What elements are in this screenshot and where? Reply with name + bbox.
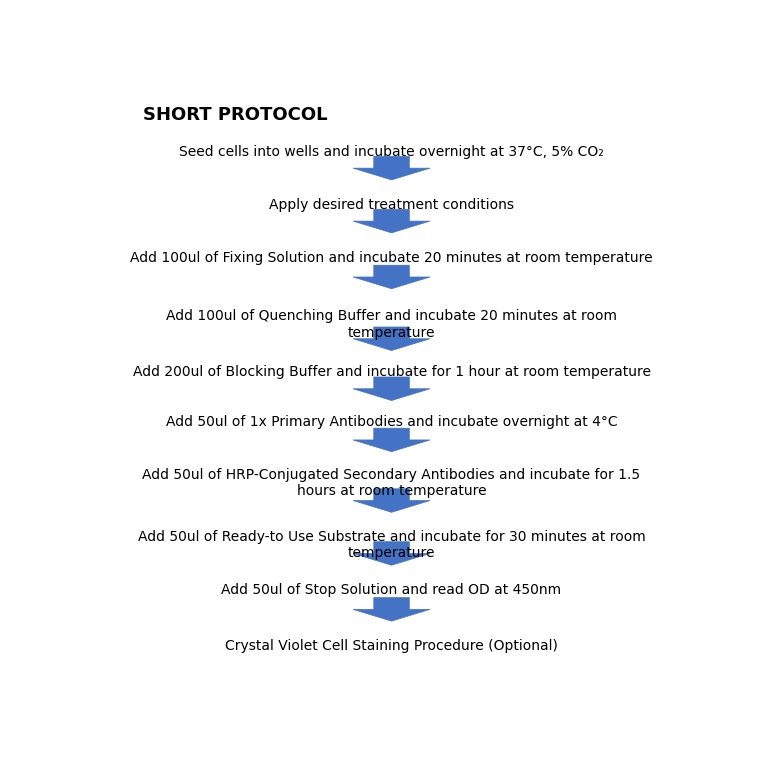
Polygon shape: [353, 377, 430, 400]
Polygon shape: [353, 428, 430, 452]
Polygon shape: [353, 542, 430, 565]
Text: Add 200ul of Blocking Buffer and incubate for 1 hour at room temperature: Add 200ul of Blocking Buffer and incubat…: [132, 365, 651, 379]
Polygon shape: [353, 157, 430, 180]
Text: Add 100ul of Quenching Buffer and incubate 20 minutes at room
temperature: Add 100ul of Quenching Buffer and incuba…: [166, 309, 617, 339]
Polygon shape: [353, 265, 430, 289]
Text: SHORT PROTOCOL: SHORT PROTOCOL: [143, 106, 327, 125]
Text: Add 50ul of Ready-to Use Substrate and incubate for 30 minutes at room
temperatu: Add 50ul of Ready-to Use Substrate and i…: [138, 530, 646, 560]
Text: Add 100ul of Fixing Solution and incubate 20 minutes at room temperature: Add 100ul of Fixing Solution and incubat…: [130, 251, 653, 264]
Text: Add 50ul of HRP-Conjugated Secondary Antibodies and incubate for 1.5
hours at ro: Add 50ul of HRP-Conjugated Secondary Ant…: [143, 468, 640, 498]
Polygon shape: [353, 489, 430, 513]
Polygon shape: [353, 209, 430, 233]
Text: Crystal Violet Cell Staining Procedure (Optional): Crystal Violet Cell Staining Procedure (…: [225, 639, 558, 652]
Text: Add 50ul of Stop Solution and read OD at 450nm: Add 50ul of Stop Solution and read OD at…: [222, 583, 562, 597]
Polygon shape: [353, 597, 430, 621]
Text: Seed cells into wells and incubate overnight at 37°C, 5% CO₂: Seed cells into wells and incubate overn…: [180, 144, 604, 159]
Polygon shape: [353, 327, 430, 351]
Text: Add 50ul of 1x Primary Antibodies and incubate overnight at 4°C: Add 50ul of 1x Primary Antibodies and in…: [166, 415, 617, 429]
Text: Apply desired treatment conditions: Apply desired treatment conditions: [269, 198, 514, 212]
